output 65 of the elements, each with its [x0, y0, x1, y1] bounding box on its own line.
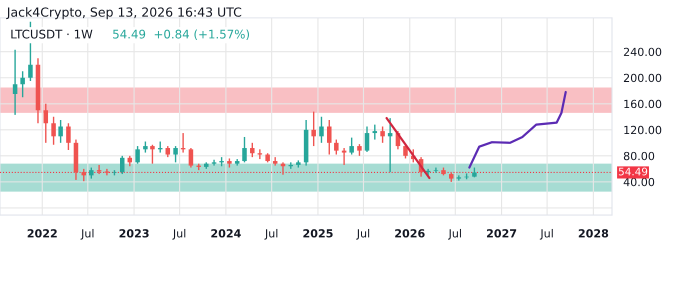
y-tick-label: 240.00: [624, 48, 662, 56]
candlestick: [472, 166, 477, 178]
candlestick: [219, 156, 224, 167]
candlestick: [89, 166, 94, 180]
candlestick: [280, 162, 286, 176]
candlestick: [188, 147, 194, 168]
annotation: 54.49 +0.84 (+1.57%): [113, 29, 250, 40]
x-tick-label: Jul: [80, 228, 94, 240]
candlestick: [388, 117, 392, 173]
candlestick: [20, 70, 25, 98]
candlestick: [311, 110, 316, 147]
candlestick: [464, 172, 469, 180]
candlestick: [372, 124, 378, 140]
candlestick: [357, 143, 362, 157]
line-series: [468, 90, 567, 169]
x-tick-label: Jul: [172, 228, 186, 240]
x-tick-label: 2026: [395, 229, 425, 238]
y-tick-label: 80.00: [624, 152, 654, 160]
x-tick-label: 2027: [486, 229, 516, 238]
candlestick: [58, 119, 63, 144]
candlestick: [143, 140, 148, 154]
candlestick: [96, 164, 102, 175]
x-tick-label: Jul: [540, 228, 553, 240]
candlestick: [135, 145, 140, 164]
candlestick: [364, 126, 370, 153]
candlestick: [242, 136, 247, 164]
candlestick: [158, 140, 162, 154]
y-tick-label: 160.00: [624, 100, 662, 108]
x-tick-label: 2025: [303, 229, 333, 238]
candlestick: [380, 126, 385, 144]
candlestick: [334, 138, 339, 156]
candlestick: [349, 136, 354, 156]
x-tick-label: 2023: [119, 229, 149, 238]
candlestick: [258, 148, 262, 160]
x-tick-label: Jul: [264, 228, 278, 240]
x-tick-label: Jul: [448, 228, 461, 240]
candlestick: [12, 49, 18, 116]
x-tick-label: 2024: [211, 229, 241, 238]
candlestick: [265, 152, 270, 164]
candlestick: [227, 158, 232, 168]
candlestick: [250, 142, 255, 158]
candlestick: [166, 145, 170, 158]
chart-title: Jack4Crypto, Sep 13, 2026 16:43 UTC: [6, 7, 242, 20]
candlestick: [327, 119, 332, 156]
candlestick: [173, 145, 178, 164]
candlestick: [434, 166, 438, 174]
y-tick-label: 40.00: [624, 178, 654, 186]
candlestick: [128, 155, 132, 167]
x-tick-label: 2022: [28, 229, 57, 238]
candlestick: [150, 144, 155, 164]
candlestick: [319, 116, 324, 144]
candlestick: [66, 122, 71, 151]
text: LTCUSDT · 1W: [11, 30, 92, 39]
candlestick: [342, 147, 346, 166]
ref-line-label: 54.49: [618, 168, 648, 176]
candlestick: [449, 172, 454, 183]
x-tick-label: Jul: [356, 228, 370, 240]
y-tick-label: 200.00: [624, 74, 662, 82]
x-tick-label: 2028: [578, 229, 608, 238]
candlestick: [51, 116, 56, 146]
y-tick-label: 120.00: [624, 126, 662, 134]
candlestick: [82, 168, 86, 182]
candlestick: [180, 132, 186, 154]
candlestick: [44, 103, 48, 144]
candlestick: [120, 155, 125, 175]
